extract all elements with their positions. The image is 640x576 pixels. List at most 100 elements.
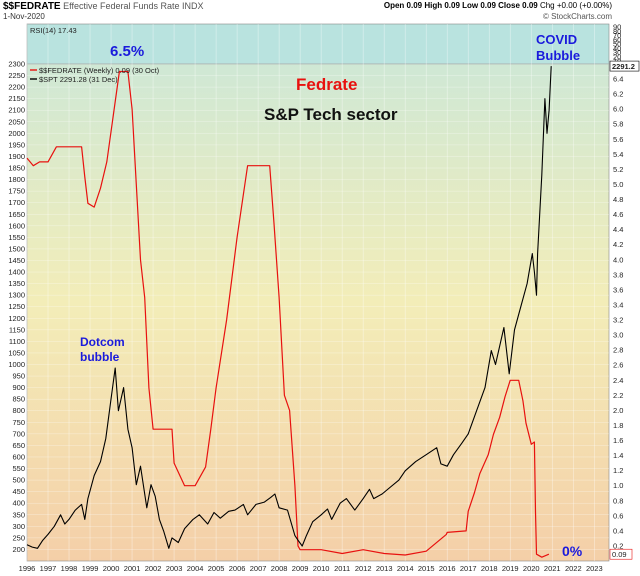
left-tick-label: 1550 [8, 233, 25, 242]
left-tick-label: 1300 [8, 291, 25, 300]
symbol: $$FEDRATE [3, 1, 61, 12]
right-tick-label: 2.0 [613, 406, 623, 415]
right-axis: 0.2 0.4 0.6 0.8 1.0 1.2 1.4 1.6 1.8 2.0 2.2 2.4 2.6 2… [609, 60, 640, 560]
right-tick-label: 6.4 [613, 75, 623, 84]
right-tick-label: 0.8 [613, 496, 623, 505]
rsi-tick-label: 90 [613, 23, 621, 32]
right-tick-label: 5.4 [613, 150, 623, 159]
left-tick-label: 2200 [8, 83, 25, 92]
x-tick-label: 2022 [565, 564, 582, 573]
left-tick-label: 1950 [8, 140, 25, 149]
chart-date: 1-Nov-2020 [3, 12, 45, 21]
rsi-tick-label: 20 [613, 52, 621, 61]
x-tick-label: 2000 [103, 564, 120, 573]
legend-entry: $SPT 2291.28 (31 Dec) [39, 75, 118, 84]
x-tick-label: 2014 [397, 564, 414, 573]
x-tick-label: 2004 [187, 564, 204, 573]
dotcom-annotation-line1: Dotcom [80, 335, 125, 349]
fedrate-series-line [26, 70, 550, 558]
main-panel-background [26, 63, 610, 562]
left-tick-label: 1450 [8, 256, 25, 265]
right-tick-label: 5.2 [613, 165, 623, 174]
right-tick-label: 3.4 [613, 300, 623, 309]
right-tick-label: 0.2 [613, 541, 623, 550]
left-tick-label: 1650 [8, 210, 25, 219]
x-tick-label: 1998 [61, 564, 78, 573]
chart-subtitle: S&P Tech sector [264, 105, 398, 124]
rsi-tick-label: 40 [613, 44, 621, 53]
right-tick-label: 4.2 [613, 240, 623, 249]
legend-entry: $$FEDRATE (Weekly) 0.09 (30 Oct) [39, 66, 160, 75]
spt-last-value-box [609, 60, 640, 72]
left-tick-label: 1800 [8, 175, 25, 184]
left-tick-label: 1850 [8, 164, 25, 173]
symbol-description: Effective Federal Funds Rate INDX [63, 1, 204, 11]
x-tick-label: 2001 [124, 564, 141, 573]
left-tick-label: 1400 [8, 268, 25, 277]
rsi-background [26, 23, 610, 65]
x-tick-label: 2018 [481, 564, 498, 573]
left-tick-label: 2250 [8, 71, 25, 80]
x-tick-label: 2015 [418, 564, 435, 573]
x-tick-label: 2021 [544, 564, 561, 573]
x-tick-label: 2007 [250, 564, 267, 573]
left-tick-label: 600 [12, 452, 25, 461]
right-tick-label: 1.8 [613, 421, 623, 430]
fedrate-last-value-box [609, 548, 633, 560]
x-tick-label: 1999 [82, 564, 99, 573]
brand-watermark: © StockCharts.com [542, 12, 612, 21]
right-tick-label: 1.0 [613, 481, 623, 490]
spt-last-value: 2291.2 [612, 62, 635, 71]
left-tick-label: 1000 [8, 360, 25, 369]
covid-annotation-line1: COVID [536, 32, 577, 47]
right-tick-label: 3.6 [613, 285, 623, 294]
right-tick-label: 4.8 [613, 195, 623, 204]
left-tick-label: 250 [12, 533, 25, 542]
rsi-tick-label: 50 [613, 40, 621, 49]
right-tick-label: 1.4 [613, 451, 623, 460]
chart-header: $$FEDRATE Effective Federal Funds Rate I… [0, 0, 640, 24]
left-tick-label: 2100 [8, 106, 25, 115]
left-tick-label: 1200 [8, 314, 25, 323]
rsi-label: RSI(14) 17.43 [30, 26, 77, 35]
left-tick-label: 500 [12, 476, 25, 485]
left-tick-label: 1500 [8, 244, 25, 253]
right-tick-label: 2.4 [613, 376, 623, 385]
x-tick-label: 2006 [229, 564, 246, 573]
covid-annotation-line2: Bubble [536, 48, 580, 63]
right-tick-label: 4.6 [613, 210, 623, 219]
ohlc-readout: Open 0.09 High 0.09 Low 0.09 Close 0.09 … [384, 1, 612, 10]
x-tick-label: 2023 [586, 564, 603, 573]
left-tick-label: 300 [12, 522, 25, 531]
legend: $$FEDRATE (Weekly) 0.09 (30 Oct)$SPT 229… [30, 66, 160, 84]
x-tick-label: 2003 [166, 564, 183, 573]
ohlc-values: Open 0.09 High 0.09 Low 0.09 Close 0.09 [383, 1, 538, 10]
right-tick-label: 3.2 [613, 316, 623, 325]
left-tick-label: 2050 [8, 117, 25, 126]
peak-rate-annotation: 6.5% [110, 43, 144, 60]
left-tick-label: 1100 [9, 337, 25, 346]
x-axis: 1996 1997 1998 1999 2000 2001 2002 2003 2004 2005… [19, 24, 603, 573]
left-tick-label: 350 [12, 510, 25, 519]
right-tick-label: 5.6 [613, 135, 623, 144]
x-tick-label: 2017 [460, 564, 477, 573]
fedrate-last-value: 0.09 [612, 550, 627, 559]
right-tick-label: 4.4 [613, 225, 623, 234]
chart-title: Fedrate [296, 75, 357, 94]
right-tick-label: 2.8 [613, 346, 623, 355]
rsi-tick-label: 80 [613, 27, 621, 36]
right-tick-label: 3.8 [613, 270, 623, 279]
left-tick-label: 950 [12, 372, 25, 381]
main-price-panel [26, 63, 610, 562]
x-tick-label: 2012 [355, 564, 372, 573]
left-tick-label: 2300 [8, 60, 25, 69]
x-tick-label: 1996 [19, 564, 36, 573]
x-tick-label: 2008 [271, 564, 288, 573]
left-tick-label: 650 [12, 441, 25, 450]
dotcom-annotation-line2: bubble [80, 350, 120, 364]
left-tick-label: 2150 [8, 94, 25, 103]
left-tick-label: 1900 [8, 152, 25, 161]
right-tick-label: 2.6 [613, 361, 623, 370]
rsi-tick-label: 60 [613, 35, 621, 44]
